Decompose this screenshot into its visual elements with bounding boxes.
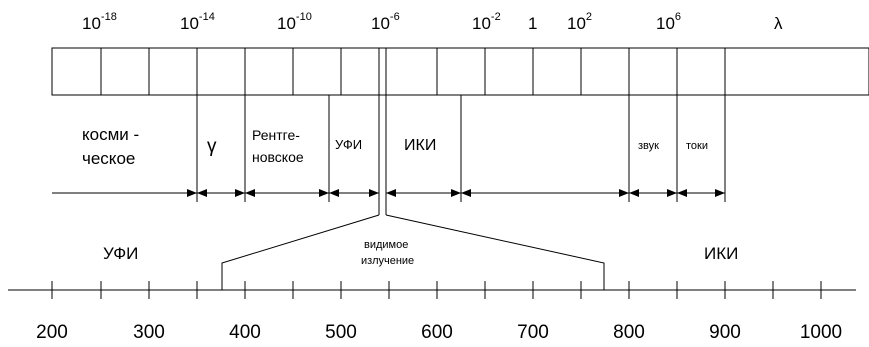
region-gamma: γ [207, 136, 217, 157]
wavelength-axis-symbol: λ [774, 14, 783, 33]
wavelength-exponent-labels: 10-18 10-14 10-10 10-6 10-2 1 102 106 λ [82, 11, 783, 33]
region-labels: косми - ческое γ Рентге- новское УФИ ИКИ… [82, 125, 708, 168]
scale-bar-dividers [100, 48, 726, 95]
wavelength-label-1e-18: 10-18 [82, 11, 117, 33]
wavelength-label-1e-2: 10-2 [472, 11, 501, 33]
tick-label-200: 200 [36, 322, 68, 343]
region-ir: ИКИ [404, 137, 436, 154]
wavelength-label-1e-6: 10-6 [371, 11, 400, 33]
wavelength-label-1e-10: 10-10 [277, 11, 312, 33]
tick-label-500: 500 [325, 322, 357, 343]
region-cosmic-line2: ческое [82, 149, 135, 168]
wavelength-label-1e2: 102 [567, 11, 592, 33]
scale-bar-frame [51, 47, 869, 96]
region-uv: УФИ [335, 137, 362, 152]
region-sound: звук [638, 140, 659, 152]
nanometer-tick-labels: 200 300 400 500 600 700 800 900 1000 [36, 322, 842, 343]
region-xray-line1: Рентге- [252, 127, 300, 143]
visible-light-line2: излучение [361, 255, 414, 267]
tick-label-900: 900 [709, 322, 741, 343]
tick-label-1000: 1000 [800, 322, 842, 343]
tick-label-800: 800 [613, 322, 645, 343]
region-arrows [52, 189, 725, 197]
tick-label-300: 300 [133, 322, 165, 343]
wavelength-label-1e6: 106 [656, 11, 681, 33]
wavelength-label-1e-14: 10-14 [180, 11, 215, 33]
region-boundaries [196, 48, 726, 290]
visible-band-labels: УФИ видимое излучение ИКИ [103, 239, 738, 267]
tick-label-400: 400 [229, 322, 261, 343]
wavelength-label-1: 1 [528, 14, 537, 33]
visible-light-line1: видимое [364, 239, 408, 251]
nanometer-axis: 200 300 400 500 600 700 800 900 1000 [8, 281, 856, 343]
nanometer-axis-ticks [51, 281, 822, 299]
region-currents: токи [686, 140, 708, 152]
visible-fan-left [221, 214, 380, 290]
tick-label-700: 700 [517, 322, 549, 343]
region-cosmic-line1: косми - [82, 125, 139, 144]
visible-fan-right [385, 214, 605, 290]
visible-band-ir-label: ИКИ [704, 244, 738, 263]
tick-label-600: 600 [421, 322, 453, 343]
visible-band-uv-label: УФИ [103, 244, 138, 263]
region-xray-line2: новское [252, 149, 304, 165]
wavelength-scale-bar [51, 47, 869, 96]
